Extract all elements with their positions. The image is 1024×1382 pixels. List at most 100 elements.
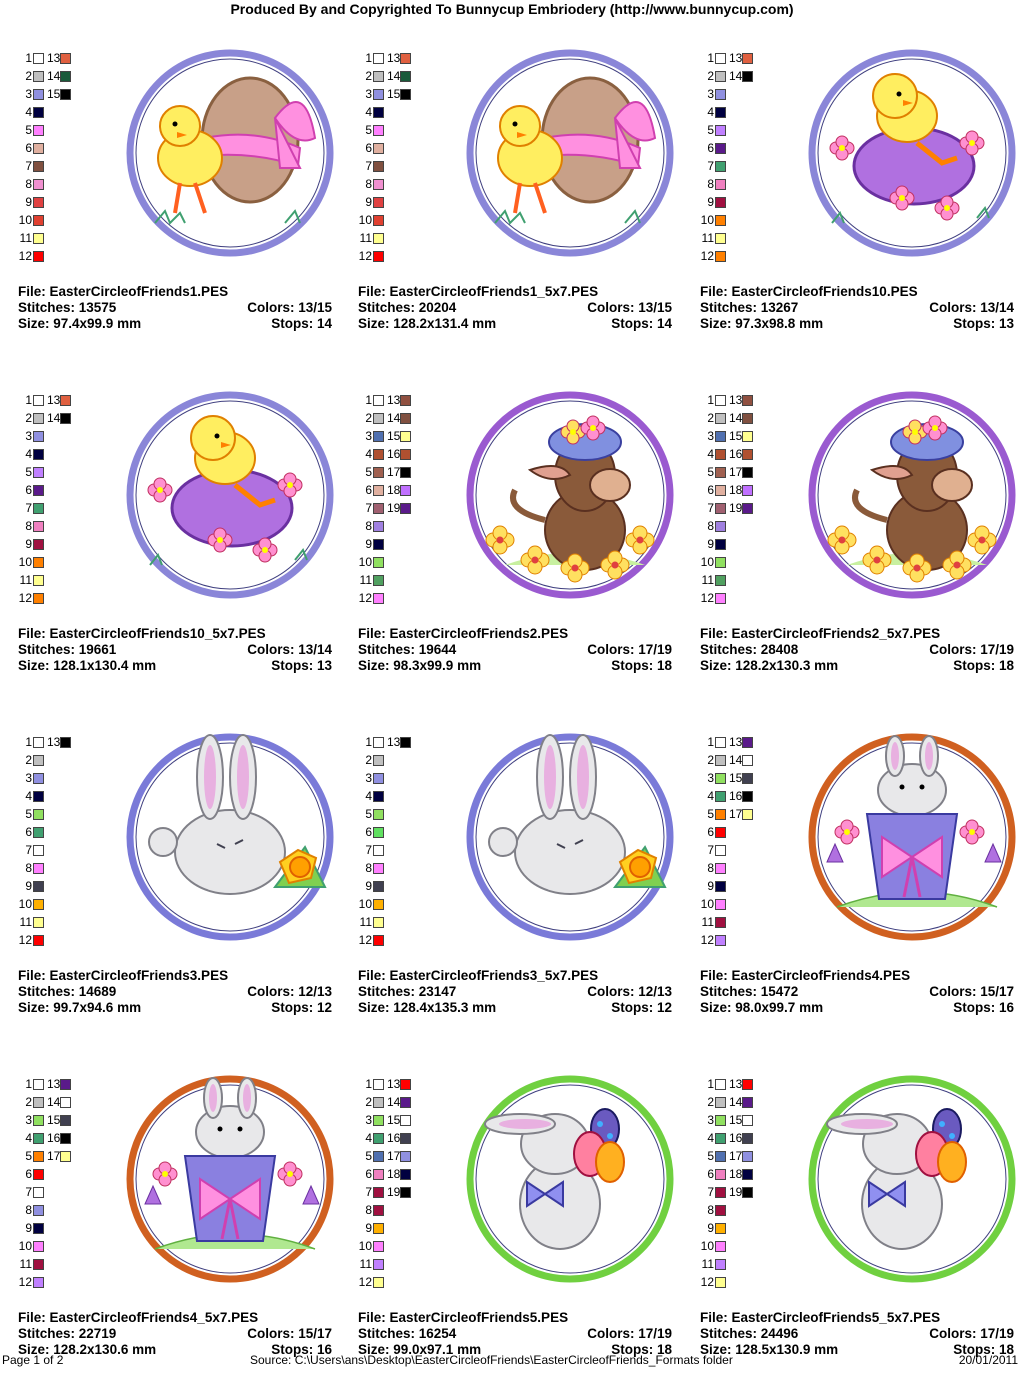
swatch-box — [33, 197, 44, 208]
swatch-box — [373, 827, 384, 838]
color-swatch: 15 — [47, 88, 71, 101]
color-number: 12 — [18, 591, 32, 605]
file-name: File: EasterCircleofFriends10_5x7.PES — [18, 626, 266, 641]
color-number: 12 — [700, 1275, 714, 1289]
color-number: 14 — [729, 411, 743, 425]
color-swatch: 3 — [358, 772, 384, 785]
color-swatch: 9 — [18, 1222, 44, 1235]
file-name: File: EasterCircleofFriends5.PES — [358, 1310, 569, 1325]
color-number: 11 — [701, 915, 714, 929]
color-swatch: 12 — [358, 1276, 384, 1289]
color-number: 12 — [700, 249, 714, 263]
color-swatch: 13 — [729, 736, 753, 749]
color-number: 17 — [387, 465, 401, 479]
swatch-box — [715, 593, 726, 604]
color-number: 17 — [729, 465, 743, 479]
color-number: 1 — [707, 1077, 714, 1091]
color-swatch: 7 — [18, 502, 44, 515]
color-number: 16 — [387, 447, 401, 461]
swatch-box — [373, 1259, 384, 1270]
color-swatch: 2 — [700, 412, 726, 425]
swatch-box — [373, 89, 384, 100]
stitch-count: Stitches: 13267 — [700, 300, 799, 315]
color-swatch: 5 — [700, 1150, 726, 1163]
swatch-box — [373, 917, 384, 928]
stop-count: Stops: 18 — [953, 658, 1014, 673]
embroidery-design-image — [123, 388, 338, 603]
color-number: 4 — [25, 1131, 32, 1145]
color-swatch: 12 — [700, 1276, 726, 1289]
color-swatch: 2 — [18, 1096, 44, 1109]
color-number: 4 — [707, 789, 714, 803]
color-swatch: 13 — [387, 394, 411, 407]
color-swatch: 14 — [729, 754, 753, 767]
swatch-box — [715, 899, 726, 910]
swatch-box — [373, 881, 384, 892]
color-swatch: 16 — [387, 448, 411, 461]
color-number: 5 — [25, 807, 32, 821]
color-number: 10 — [358, 1239, 372, 1253]
color-number: 9 — [365, 537, 372, 551]
color-number: 17 — [387, 1149, 401, 1163]
design-size: Size: 128.2x130.6 mm — [18, 1342, 157, 1357]
color-swatch: 3 — [358, 430, 384, 443]
swatch-box — [33, 431, 44, 442]
swatch-box — [33, 467, 44, 478]
design-info: File: EasterCircleofFriends4_5x7.PES Sti… — [18, 1310, 332, 1358]
color-swatch: 13 — [387, 1078, 411, 1091]
color-swatch: 13 — [729, 1078, 753, 1091]
color-swatch: 12 — [18, 592, 44, 605]
color-swatch: 6 — [700, 484, 726, 497]
swatch-box — [373, 161, 384, 172]
swatch-box — [400, 1133, 411, 1144]
color-swatch: 13 — [47, 52, 71, 65]
color-swatch: 11 — [18, 916, 44, 929]
swatch-box — [33, 737, 44, 748]
swatch-box — [373, 737, 384, 748]
color-swatch: 14 — [387, 70, 411, 83]
color-swatch: 3 — [700, 772, 726, 785]
color-number: 6 — [707, 1167, 714, 1181]
swatch-box — [33, 593, 44, 604]
swatch-box — [742, 1079, 753, 1090]
swatch-box — [400, 431, 411, 442]
color-number: 10 — [358, 897, 372, 911]
color-number: 8 — [365, 519, 372, 533]
color-swatch: 10 — [358, 898, 384, 911]
color-swatch: 8 — [700, 178, 726, 191]
swatch-box — [373, 413, 384, 424]
swatch-box — [60, 1115, 71, 1126]
color-number: 1 — [707, 735, 714, 749]
swatch-box — [742, 449, 753, 460]
embroidery-design-image — [463, 1072, 678, 1287]
color-number: 15 — [729, 429, 743, 443]
swatch-box — [373, 521, 384, 532]
swatch-box — [373, 125, 384, 136]
color-number: 6 — [365, 141, 372, 155]
stop-count: Stops: 12 — [271, 1000, 332, 1015]
swatch-box — [715, 1223, 726, 1234]
color-swatch: 3 — [18, 430, 44, 443]
color-count: Colors: 13/14 — [929, 300, 1014, 315]
swatch-box — [715, 251, 726, 262]
design-info: File: EasterCircleofFriends3_5x7.PES Sti… — [358, 968, 672, 1016]
swatch-box — [373, 251, 384, 262]
color-swatch: 11 — [18, 1258, 44, 1271]
swatch-box — [33, 125, 44, 136]
swatch-box — [60, 53, 71, 64]
color-swatch: 1 — [18, 1078, 44, 1091]
page-number: Page 1 of 2 — [2, 1353, 64, 1367]
color-number: 6 — [707, 825, 714, 839]
swatch-box — [373, 593, 384, 604]
swatch-box — [373, 431, 384, 442]
swatch-box — [715, 413, 726, 424]
swatch-box — [33, 1133, 44, 1144]
swatch-box — [373, 197, 384, 208]
swatch-box — [60, 1151, 71, 1162]
color-number: 4 — [365, 789, 372, 803]
color-number: 13 — [387, 1077, 401, 1091]
color-number: 10 — [700, 213, 714, 227]
color-number: 8 — [25, 177, 32, 191]
color-swatch: 8 — [18, 1204, 44, 1217]
color-count: Colors: 15/17 — [929, 984, 1014, 999]
